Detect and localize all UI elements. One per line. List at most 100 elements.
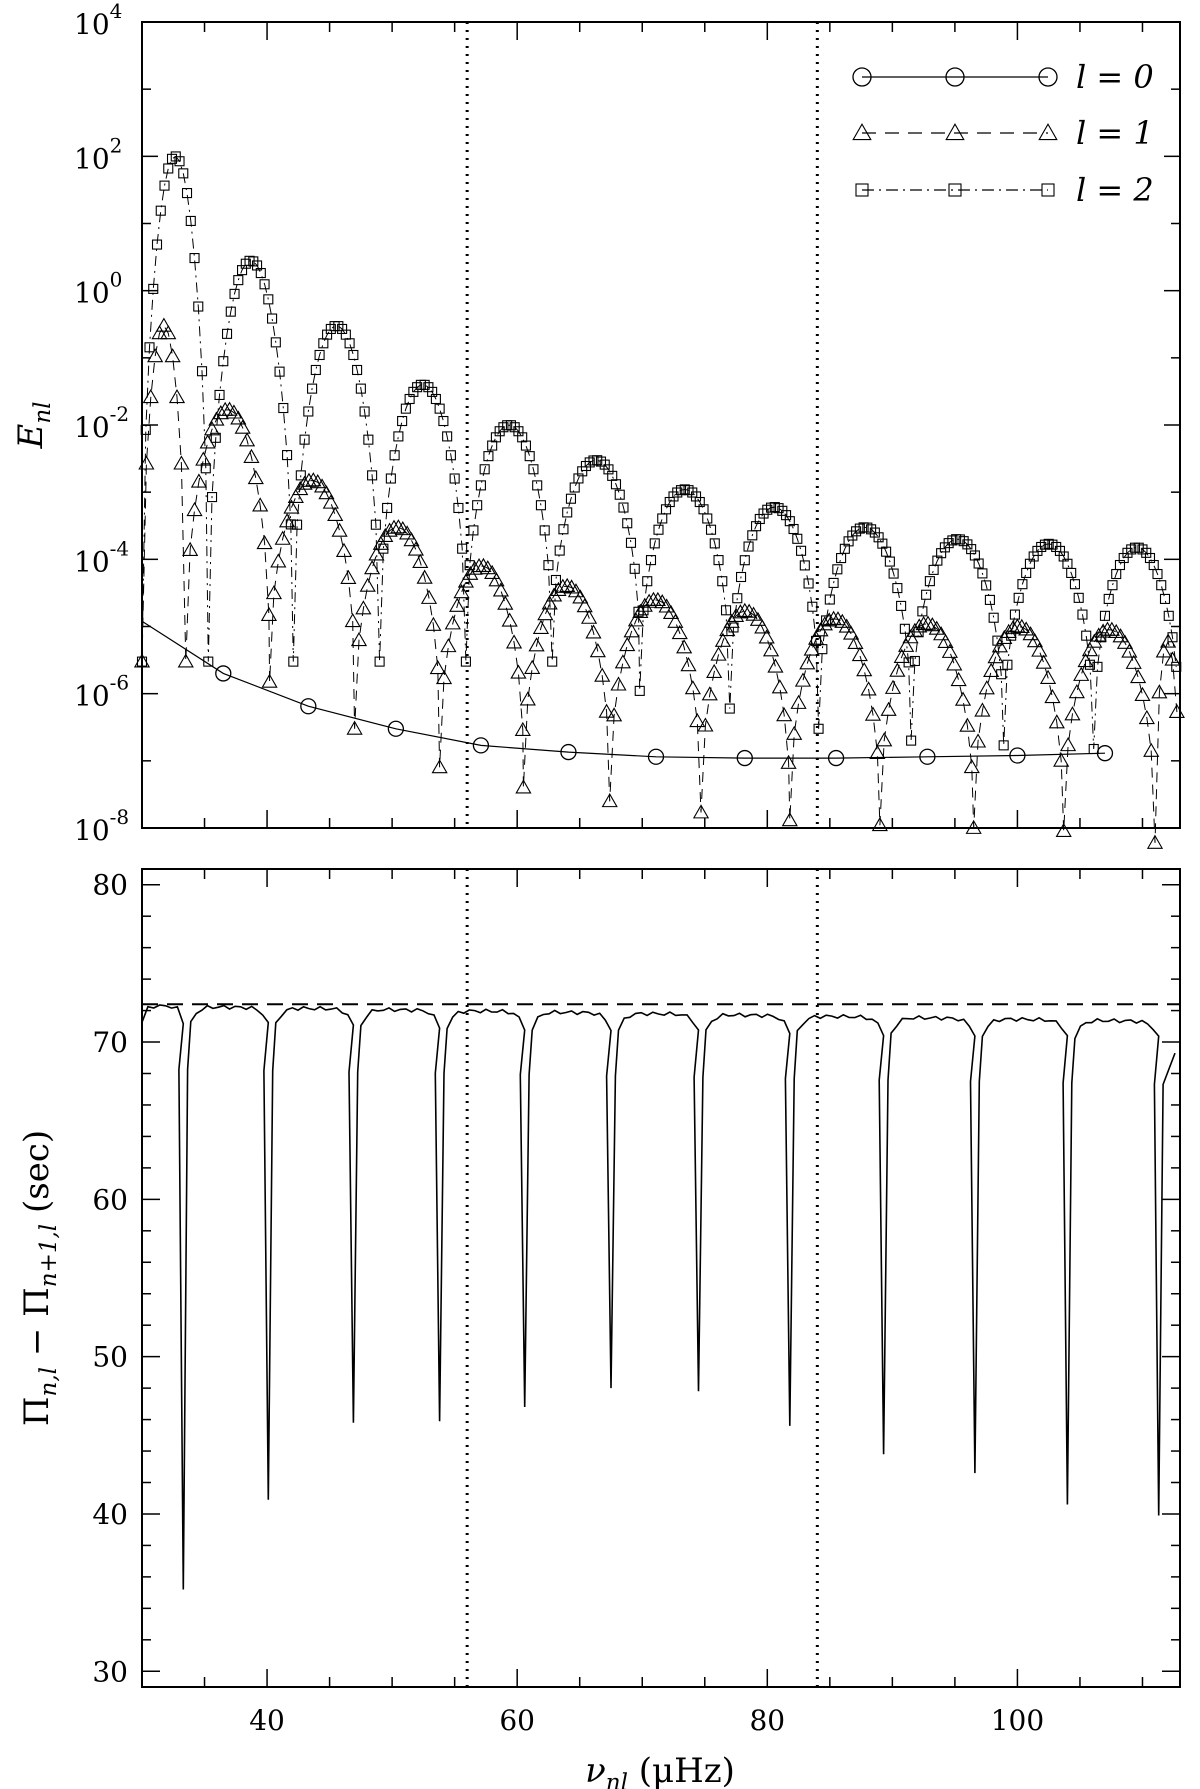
series-l2-point [178,168,189,179]
bottom-ylabel: Πn,l − Πn+1,l (sec) [17,1130,62,1426]
series-l2-point [917,606,928,617]
series-l1-point [541,595,558,610]
series-l2-point [672,487,683,498]
series-l2-point [843,536,854,547]
series-l2-point [992,635,1003,646]
series-l2-point [558,524,569,535]
series-l1-point [1116,634,1134,649]
series-l2-point [412,382,423,393]
series-l1-point [876,732,893,747]
series-l1-point [195,451,212,466]
series-l1-point [230,410,247,425]
series-l1-point [987,649,1004,664]
series-l2-point [664,496,675,508]
series-l2-point [445,450,456,461]
series-l1-point [190,473,208,488]
series-l1-point [676,639,693,654]
series-l1-point [431,759,448,774]
series-l2-point [1002,659,1013,670]
series-l2-point [932,555,943,566]
series-l2-point [528,464,539,475]
series-l2-point [642,576,653,587]
series-l2-point [884,556,895,567]
bottom-data-layer [141,1003,1180,1590]
bottom-xtick-label: 40 [249,1704,285,1737]
series-l2-point [295,470,306,481]
series-l0-point [919,748,936,765]
series-l2-point [1069,579,1080,590]
series-l1-point [355,600,372,615]
series-l2-point [851,526,862,537]
series-l1-point [933,626,950,641]
series-l1-point [671,624,688,640]
series-l1-point [225,404,243,419]
series-l1-point [1138,709,1155,725]
series-l1-point [340,569,357,584]
series-l2-point [314,349,325,361]
series-l2-point [1163,610,1174,621]
series-l1-point [978,680,995,695]
series-l1-point [649,591,666,607]
legend-marker [1038,67,1058,87]
series-l1-point [168,388,186,404]
series-l1-point [203,421,221,436]
legend-marker [855,183,869,197]
series-l1-point [697,717,714,732]
series-l2-point [355,383,366,394]
bottom-xlabel: νnl (μHz) [585,1751,735,1789]
series-l1-point [238,432,256,447]
top-ytick-label: 10-2 [74,402,129,444]
xlabel-nu: ν [585,1751,606,1789]
series-l2-point [573,473,584,484]
series-l1-point [610,676,627,691]
series-l1-point [1044,688,1061,704]
series-l2-point [359,406,370,417]
series-l2-point [263,294,274,305]
series-l1-point [335,542,353,557]
series-l2-point [694,496,705,508]
series-l1-point [893,648,910,663]
series-l1-line [141,324,1178,843]
series-l1-point [155,317,172,332]
series-l2-point [577,466,588,477]
series-l2-point [532,480,543,491]
series-l1-point [572,589,589,604]
series-l2-point [189,253,200,264]
series-l2-point [554,545,565,556]
series-l2-point [430,393,441,405]
series-l2-point [839,543,850,554]
series-l2-point [683,485,694,496]
series-l1-point [283,499,300,514]
series-l2-point [397,415,408,427]
series-l2-point [404,393,415,405]
series-l1-point [954,691,972,706]
series-l1-point [623,623,640,638]
series-l2-point [969,550,980,561]
series-l2-point [472,500,483,511]
series-l1-point [829,611,847,626]
series-l2-point [724,703,735,714]
top-panel-mode-energy: 10-8 10-6 10-4 10-2 100 102 104 Enl l = 0 l = 1… [11,0,1185,849]
series-l2-point [487,440,498,451]
series-l1-point [1022,626,1039,641]
series-l2-point [625,537,637,548]
series-l2-point [732,593,743,604]
series-l1-point [182,541,199,556]
series-l2-point [468,525,479,536]
series-l2-point [200,463,211,474]
series-l2-point [367,470,378,481]
series-l2-point [713,555,724,566]
series-l2-line [141,155,1177,750]
series-l1-point [776,707,793,722]
bottom-panel-period-spacing: 30 40 50 60 70 80 40 60 80 100 Πn,l − Πn+1,l (sec… [17,868,1181,1789]
series-l1-point [514,721,531,737]
series-l2-point [924,576,935,587]
series-l1-point [589,643,606,658]
series-l2-point [1073,592,1084,603]
series-l2-point [687,487,698,498]
series-l2-point [614,489,625,500]
series-l2-point [649,538,660,549]
series-l1-point [741,603,758,618]
series-l1-point [884,679,902,694]
series-l2-point [1028,551,1039,562]
